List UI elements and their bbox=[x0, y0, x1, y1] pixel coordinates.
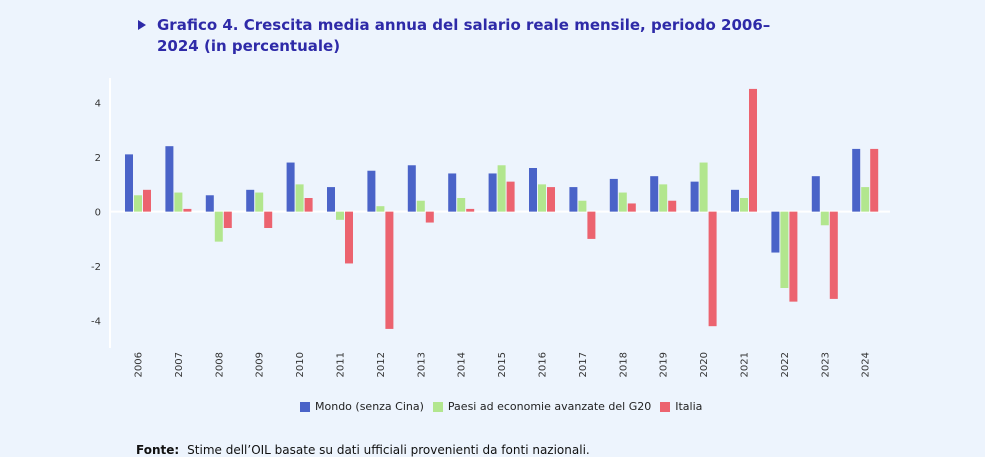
bar-2015-2 bbox=[506, 181, 515, 212]
bar-2007-1 bbox=[174, 192, 183, 212]
legend-swatch bbox=[432, 401, 443, 412]
bar-2008-0 bbox=[205, 195, 214, 212]
x-tick-label: 2023 bbox=[820, 352, 831, 377]
bar-2021-0 bbox=[731, 189, 739, 212]
bar-2009-0 bbox=[246, 189, 255, 212]
source-label: Fonte: bbox=[136, 443, 180, 457]
bar-2016-2 bbox=[547, 187, 555, 212]
bar-2007-0 bbox=[165, 146, 174, 212]
bar-2022-0 bbox=[771, 211, 780, 253]
bar-2016-1 bbox=[538, 184, 546, 212]
bar-2023-0 bbox=[811, 176, 820, 212]
legend: Mondo (senza Cina) Paesi ad economie ava… bbox=[300, 400, 706, 413]
x-tick-label: 2017 bbox=[578, 352, 589, 377]
bar-2008-1 bbox=[214, 211, 223, 242]
x-tick-label: 2014 bbox=[457, 352, 468, 377]
bar-2011-0 bbox=[327, 187, 335, 212]
bar-2016-0 bbox=[529, 168, 537, 212]
x-tick-label: 2022 bbox=[780, 352, 791, 377]
bar-2011-1 bbox=[336, 211, 344, 220]
bar-2017-2 bbox=[587, 211, 596, 239]
legend-label: Paesi ad economie avanzate del G20 bbox=[447, 400, 652, 413]
bar-2014-2 bbox=[466, 208, 475, 212]
bar-2013-0 bbox=[407, 165, 416, 212]
bar-2010-1 bbox=[295, 184, 304, 212]
bar-2020-1 bbox=[699, 162, 708, 212]
source-text: Stime dell’OIL basate su dati ufficiali … bbox=[187, 443, 590, 457]
bar-2019-1 bbox=[659, 184, 668, 212]
bar-2021-1 bbox=[740, 198, 748, 212]
legend-item-g20[interactable]: Paesi ad economie avanzate del G20 bbox=[432, 400, 652, 413]
bar-2009-2 bbox=[264, 211, 273, 228]
bar-2012-0 bbox=[367, 170, 376, 212]
bar-2017-1 bbox=[578, 200, 587, 212]
bar-2019-0 bbox=[650, 176, 659, 212]
x-tick-label: 2007 bbox=[174, 352, 185, 377]
bar-2014-1 bbox=[457, 198, 466, 212]
x-tick-label: 2015 bbox=[497, 352, 508, 377]
bar-2019-2 bbox=[668, 200, 677, 212]
bar-2014-0 bbox=[448, 173, 457, 212]
bar-2024-2 bbox=[870, 148, 879, 212]
bar-2022-1 bbox=[780, 211, 789, 288]
chart-title-text: Grafico 4. Crescita media annua del sala… bbox=[157, 16, 771, 55]
bar-2022-2 bbox=[789, 211, 798, 302]
bar-2023-1 bbox=[820, 211, 829, 226]
y-tick-label: 4 bbox=[95, 99, 101, 110]
x-tick-label: 2013 bbox=[416, 352, 427, 377]
x-tick-label: 2019 bbox=[659, 352, 670, 377]
legend-label: Italia bbox=[675, 400, 703, 413]
x-tick-label: 2010 bbox=[295, 352, 306, 377]
bar-2020-0 bbox=[690, 181, 699, 212]
bar-2013-2 bbox=[425, 211, 434, 223]
bar-2017-0 bbox=[569, 187, 578, 212]
x-tick-label: 2006 bbox=[134, 352, 145, 377]
bar-2010-2 bbox=[304, 198, 313, 212]
chart-title: Grafico 4. Crescita media annua del sala… bbox=[138, 15, 778, 57]
legend-item-italia[interactable]: Italia bbox=[660, 400, 702, 413]
bar-2012-2 bbox=[385, 211, 394, 329]
y-tick-label: 2 bbox=[95, 153, 101, 164]
source-note: Fonte: Stime dell’OIL basate su dati uffi… bbox=[136, 443, 590, 457]
x-tick-label: 2012 bbox=[376, 352, 387, 377]
bar-2006-1 bbox=[134, 195, 142, 212]
bar-2009-1 bbox=[255, 192, 264, 212]
y-tick-label: -4 bbox=[91, 317, 101, 328]
bar-2024-1 bbox=[861, 187, 870, 212]
bar-2018-2 bbox=[627, 203, 636, 212]
bar-2008-2 bbox=[223, 211, 232, 228]
x-tick-label: 2024 bbox=[861, 352, 872, 377]
legend-swatch bbox=[300, 401, 310, 412]
y-tick-label: -2 bbox=[91, 262, 101, 273]
x-tick-label: 2008 bbox=[214, 352, 225, 377]
bar-2020-2 bbox=[708, 211, 717, 327]
legend-swatch bbox=[660, 401, 671, 412]
bar-2018-1 bbox=[618, 192, 627, 212]
legend-item-mondo[interactable]: Mondo (senza Cina) bbox=[300, 400, 424, 413]
bar-2010-0 bbox=[286, 162, 295, 212]
bar-2015-0 bbox=[488, 173, 497, 212]
bar-2015-1 bbox=[497, 165, 506, 212]
bar-2007-2 bbox=[183, 208, 192, 212]
bar-2024-0 bbox=[852, 148, 861, 212]
bar-2006-0 bbox=[125, 154, 133, 212]
y-tick-label: 0 bbox=[95, 208, 101, 219]
bar-2023-2 bbox=[829, 211, 838, 299]
x-tick-label: 2011 bbox=[336, 352, 347, 377]
bar-2011-2 bbox=[345, 211, 353, 264]
x-tick-label: 2020 bbox=[699, 352, 710, 377]
x-tick-label: 2021 bbox=[740, 352, 751, 377]
bar-2021-2 bbox=[749, 88, 757, 212]
bar-2012-1 bbox=[376, 206, 385, 212]
x-tick-label: 2009 bbox=[255, 352, 266, 377]
bar-2013-1 bbox=[416, 200, 425, 212]
x-tick-label: 2018 bbox=[618, 352, 629, 377]
bar-2018-0 bbox=[609, 178, 618, 212]
legend-label: Mondo (senza Cina) bbox=[315, 400, 424, 413]
bar-2006-2 bbox=[143, 189, 151, 212]
expand-triangle-icon[interactable] bbox=[138, 20, 146, 30]
x-tick-label: 2016 bbox=[538, 352, 549, 377]
